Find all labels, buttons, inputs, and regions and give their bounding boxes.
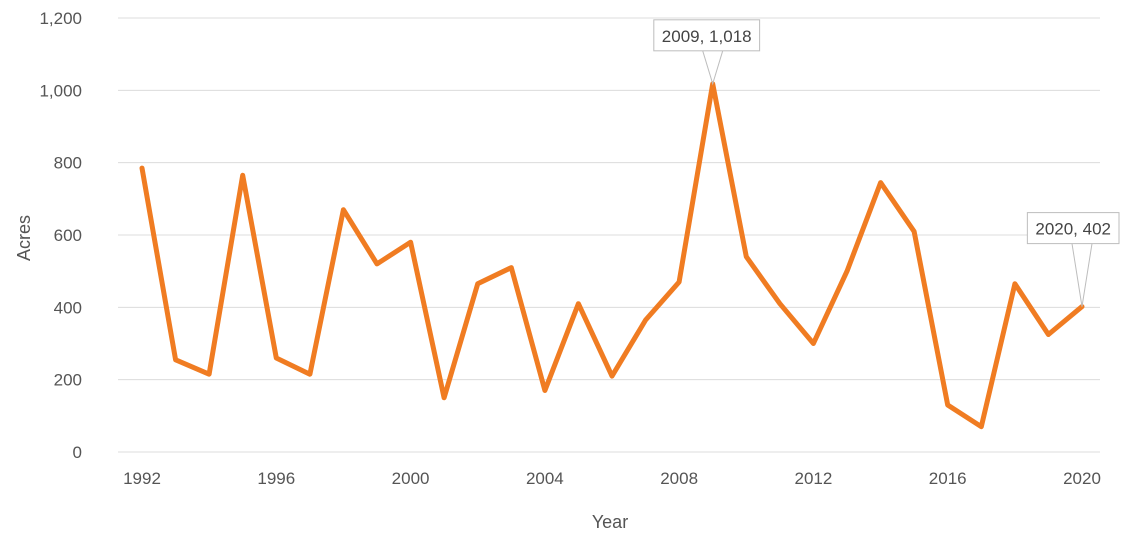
y-tick-label: 1,200: [39, 9, 82, 28]
x-tick-label: 2000: [392, 469, 430, 488]
annotations: 2009, 1,018 2020, 402: [653, 19, 1120, 307]
x-tick-label: 2008: [660, 469, 698, 488]
x-tick-label: 2016: [929, 469, 967, 488]
y-tick-label: 800: [54, 154, 82, 173]
x-tick-label: 2004: [526, 469, 564, 488]
callout-label: 2020, 402: [1035, 220, 1111, 239]
y-axis-ticks: 0 200 400 600 800 1,000 1,200: [39, 9, 82, 462]
x-tick-label: 1992: [123, 469, 161, 488]
y-tick-label: 600: [54, 226, 82, 245]
y-tick-label: 200: [54, 371, 82, 390]
series-line: [139, 81, 1085, 430]
callout-box: [1026, 212, 1120, 245]
x-tick-label: 2012: [795, 469, 833, 488]
data-callout: 2009, 1,018: [653, 19, 761, 86]
y-tick-label: 0: [73, 443, 82, 462]
callout-label: 2009, 1,018: [662, 27, 752, 46]
x-axis-label: Year: [592, 512, 628, 532]
y-axis-label: Acres: [14, 215, 34, 261]
x-tick-label: 1996: [257, 469, 295, 488]
x-tick-label: 2020: [1063, 469, 1101, 488]
y-tick-label: 400: [54, 298, 82, 317]
gridlines: [118, 17, 1100, 453]
y-tick-label: 1,000: [39, 81, 82, 100]
callout-pointer: [702, 50, 724, 86]
x-axis-ticks: 1992 1996 2000 2004 2008 2012 2016 2020: [123, 469, 1101, 488]
callout-box: [653, 19, 761, 52]
data-callout: 2020, 402: [1026, 212, 1120, 307]
callout-pointer: [1071, 243, 1093, 307]
